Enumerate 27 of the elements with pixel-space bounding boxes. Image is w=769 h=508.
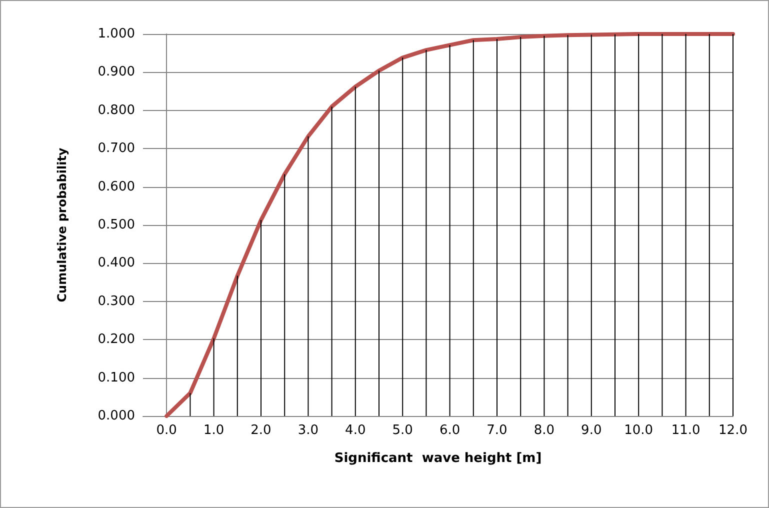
line-series — [164, 32, 735, 418]
x-tick-label: 11.0 — [671, 423, 700, 438]
x-tick-label: 8.0 — [534, 423, 555, 438]
y-tick-label: 0.000 — [98, 408, 135, 424]
y-tick-label: 0.400 — [98, 256, 135, 271]
x-tick-label: 10.0 — [624, 423, 654, 438]
y-tick-label: 0.600 — [98, 179, 135, 194]
y-tick-label: 0.700 — [98, 141, 135, 156]
x-tick-label: 4.0 — [345, 423, 366, 438]
y-axis-title: Cumulative probability — [55, 148, 69, 302]
y-tick-label: 0.300 — [98, 294, 135, 309]
x-tick-label: 5.0 — [392, 423, 413, 438]
y-tick-label: 1.000 — [98, 26, 135, 42]
x-tick-label: 0.0 — [156, 423, 177, 438]
y-tick-label: 0.900 — [98, 64, 135, 80]
x-tick-label: 2.0 — [250, 423, 272, 438]
y-tick-label: 0.100 — [98, 370, 135, 386]
x-tick-label: 12.0 — [718, 423, 748, 438]
x-tick-label: 1.0 — [203, 423, 224, 438]
y-tick-label: 0.500 — [98, 218, 135, 232]
y-tick-label: 0.800 — [98, 102, 135, 118]
x-axis-title: Significant wave height [m] — [334, 451, 542, 466]
x-tick-label: 6.0 — [439, 423, 460, 438]
x-tick-label: 7.0 — [486, 423, 508, 438]
x-tick-label: 9.0 — [581, 423, 602, 438]
y-tick-label: 0.200 — [98, 332, 135, 348]
x-tick-label: 3.0 — [298, 423, 319, 438]
